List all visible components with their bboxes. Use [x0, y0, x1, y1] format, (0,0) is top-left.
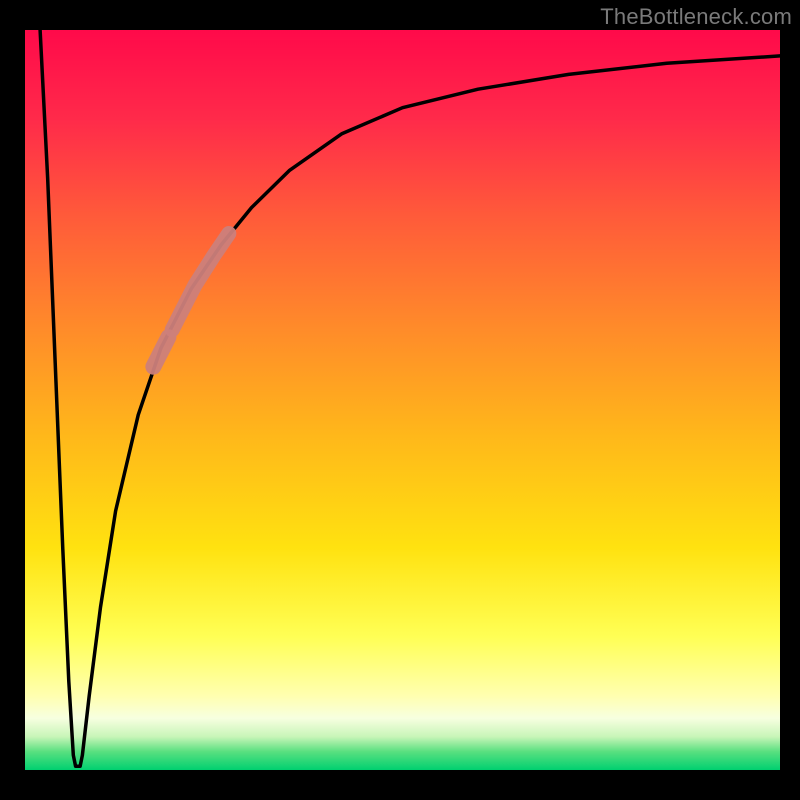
bottleneck-chart — [0, 0, 800, 800]
watermark-text: TheBottleneck.com — [600, 4, 792, 30]
chart-stage: TheBottleneck.com — [0, 0, 800, 800]
chart-gradient-bg — [25, 30, 780, 770]
